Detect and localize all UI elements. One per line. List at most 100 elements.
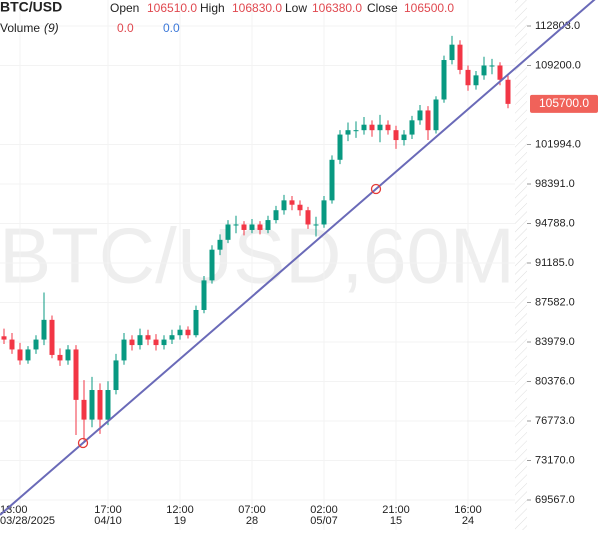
- candle-body: [49, 319, 55, 355]
- candle-body: [297, 204, 303, 211]
- field-value: 106500.0: [404, 1, 454, 15]
- field-name: Open: [110, 1, 139, 15]
- y-tick-label: 73170.0: [535, 454, 575, 466]
- candle-body: [497, 65, 503, 80]
- volume-period: (9): [44, 21, 59, 35]
- candle-body: [145, 335, 151, 340]
- candle-body: [353, 130, 359, 132]
- y-tick-label: 109200.0: [535, 59, 581, 71]
- symbol: BTC/USD: [0, 0, 62, 15]
- y-tick-label: 91185.0: [535, 257, 574, 269]
- candle-body: [41, 319, 47, 340]
- candle-body: [73, 349, 79, 400]
- candle-body: [289, 200, 295, 205]
- y-tick-label: 87582.0: [535, 296, 575, 308]
- candle-body: [385, 124, 391, 131]
- x-tick-label: 17:00: [94, 504, 122, 516]
- x-tick-label: 21:00: [382, 504, 410, 516]
- x-tick-label: 07:00: [238, 504, 266, 516]
- candle-body: [201, 280, 207, 310]
- candle-body: [273, 210, 279, 221]
- field-name: High: [200, 1, 225, 15]
- x-tick-date: 04/10: [94, 515, 122, 527]
- last-price-label: 105700.0: [539, 96, 589, 110]
- x-tick-label: 16:00: [454, 504, 482, 516]
- trendline-anchor: [370, 183, 382, 195]
- candle-body: [185, 329, 191, 336]
- candle-body: [441, 60, 447, 100]
- x-tick-date: 28: [246, 515, 258, 527]
- candle-body: [25, 349, 31, 361]
- volume-value: 0.0: [117, 21, 134, 35]
- candle-body: [337, 134, 343, 160]
- candle-body: [281, 200, 287, 211]
- y-tick-label: 69567.0: [535, 494, 575, 506]
- y-tick-label: 101994.0: [535, 138, 581, 150]
- x-tick-label: 12:00: [166, 504, 194, 516]
- y-tick-label: 98391.0: [535, 178, 575, 190]
- field-name: Close: [367, 1, 398, 15]
- watermark: BTC/USD,60M: [0, 212, 515, 300]
- x-tick-date: 19: [174, 515, 186, 527]
- candle-body: [33, 339, 39, 350]
- candle-body: [249, 224, 255, 230]
- candle-body: [137, 335, 143, 346]
- candle-body: [9, 339, 15, 350]
- candle-body: [65, 349, 71, 361]
- y-tick-label: 80376.0: [535, 375, 575, 387]
- candle-body: [417, 110, 423, 121]
- candle-body: [225, 224, 231, 240]
- candle-body: [409, 120, 415, 135]
- candle-body: [265, 220, 271, 230]
- trendline: [0, 0, 596, 516]
- candle-body: [377, 124, 383, 131]
- y-tick-label: 76773.0: [535, 415, 575, 427]
- candle-body: [105, 390, 111, 420]
- candle-body: [161, 339, 167, 346]
- field-value: 106830.0: [232, 1, 282, 15]
- x-tick-date: 24: [462, 515, 474, 527]
- candle-body: [257, 224, 263, 230]
- candle-body: [433, 99, 439, 131]
- x-tick-label: 13:00: [0, 504, 28, 516]
- candle-body: [393, 130, 399, 141]
- trendline-group: [0, 0, 596, 516]
- candle-body: [345, 130, 351, 135]
- x-tick-date: 15: [390, 515, 402, 527]
- candle-body: [329, 159, 335, 201]
- y-tick-label: 112803.0: [535, 20, 580, 32]
- candle-body: [113, 360, 119, 391]
- candle-body: [425, 110, 431, 131]
- last-price-tag: [530, 94, 598, 113]
- candle-body: [177, 329, 183, 336]
- candle-body: [449, 44, 455, 61]
- candle-body: [81, 399, 87, 420]
- candle-body: [305, 210, 311, 225]
- candle-body: [473, 75, 479, 86]
- field-value: 106510.0: [147, 1, 197, 15]
- candle-body: [217, 239, 223, 250]
- candle-body: [17, 349, 23, 361]
- candle-body: [489, 65, 495, 67]
- candle-body: [233, 224, 239, 226]
- candle-body: [57, 354, 63, 361]
- volume-name: Volume: [0, 21, 40, 35]
- field-value: 106380.0: [312, 1, 362, 15]
- candle-body: [313, 224, 319, 226]
- candle-body: [129, 339, 135, 346]
- candle-body: [369, 124, 375, 131]
- field-name: Low: [285, 1, 307, 15]
- candle-body: [401, 134, 407, 141]
- candle-body: [89, 390, 95, 420]
- x-tick-date: 03/28/2025: [0, 515, 55, 527]
- axis-hatch: [515, 0, 527, 530]
- candle-body: [121, 339, 127, 361]
- candle-body: [169, 335, 175, 340]
- candle-body: [457, 44, 463, 70]
- candle-body: [481, 65, 487, 76]
- candle-body: [241, 224, 247, 230]
- candle-body: [153, 339, 159, 346]
- candle-body: [505, 79, 511, 104]
- volume-value: 0.0: [163, 21, 180, 35]
- candle-body: [97, 390, 103, 420]
